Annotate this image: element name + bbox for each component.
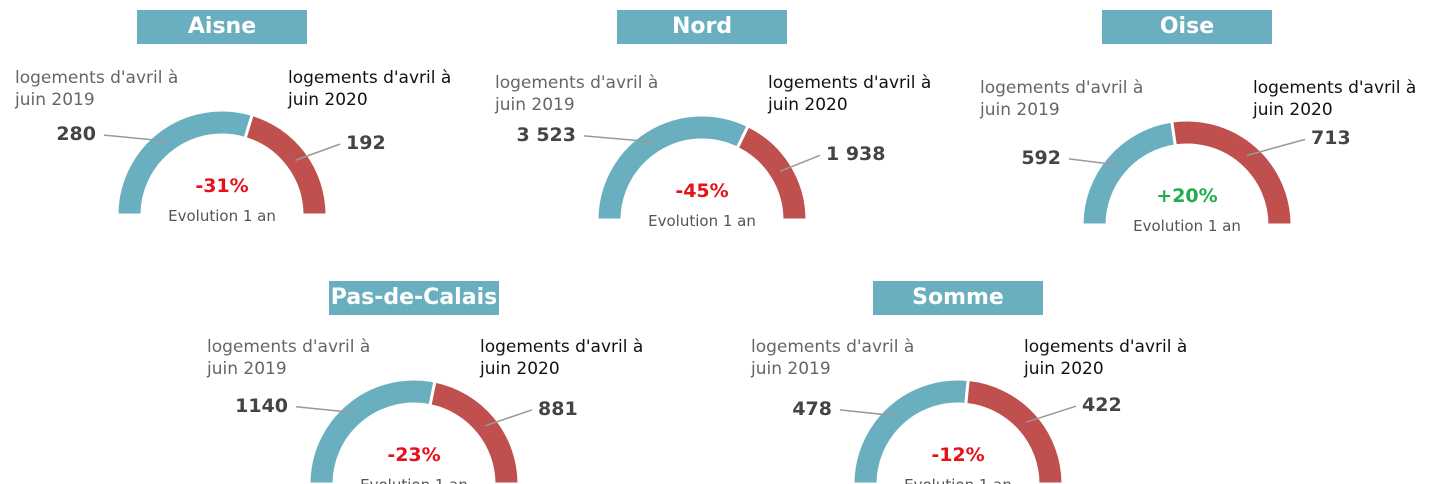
arc-segment xyxy=(851,377,970,484)
arc-segment xyxy=(243,112,329,217)
chart-title: Oise xyxy=(1102,10,1272,44)
legend-label: logements d'avril à juin 2019 xyxy=(980,78,1144,120)
value-label: 1140 xyxy=(235,394,288,417)
value-label: 592 xyxy=(1021,146,1061,169)
value-label: 881 xyxy=(538,397,578,420)
arc-segment xyxy=(735,123,809,222)
value-label: 713 xyxy=(1311,127,1351,150)
evolution-caption: Evolution 1 an xyxy=(648,212,756,230)
legend-label: logements d'avril à juin 2019 xyxy=(15,68,179,110)
leader-line xyxy=(839,409,897,417)
leader-line xyxy=(295,143,341,161)
leader-line xyxy=(779,154,821,173)
leader-line xyxy=(1246,138,1306,157)
legend-label: logements d'avril à juin 2019 xyxy=(751,337,915,379)
legend-label: logements d'avril à juin 2020 xyxy=(1024,337,1188,379)
evolution-caption: Evolution 1 an xyxy=(878,476,1038,484)
value-label: 422 xyxy=(1082,394,1122,417)
evolution-caption: Evolution 1 an xyxy=(168,207,276,225)
chart-title: Pas-de-Calais xyxy=(329,281,499,315)
leader-line xyxy=(295,405,356,414)
chart-title: Nord xyxy=(617,10,787,44)
evolution-value: -12% xyxy=(931,444,985,466)
evolution-value: -31% xyxy=(195,175,249,197)
arc-segment xyxy=(964,377,1065,484)
arc-segment xyxy=(595,113,751,222)
value-label: 192 xyxy=(346,132,386,155)
value-label: 1 938 xyxy=(826,143,886,166)
leader-line xyxy=(583,135,654,143)
legend-label: logements d'avril à juin 2020 xyxy=(768,73,932,115)
evolution-value: +20% xyxy=(1156,185,1218,207)
legend-label: logements d'avril à juin 2020 xyxy=(480,337,644,379)
evolution-value: -45% xyxy=(675,180,729,202)
leader-line xyxy=(485,409,533,427)
legend-label: logements d'avril à juin 2020 xyxy=(288,68,452,110)
value-label: 280 xyxy=(56,123,96,146)
evolution-caption: Evolution 1 an xyxy=(334,476,494,484)
arc-segment xyxy=(428,379,521,484)
evolution-caption: Evolution 1 an xyxy=(1133,217,1241,235)
value-label: 3 523 xyxy=(516,123,577,146)
arc-segment xyxy=(1170,118,1294,227)
legend-label: logements d'avril à juin 2019 xyxy=(495,73,659,115)
leader-line xyxy=(1025,405,1077,423)
arc-segment xyxy=(115,108,255,217)
chart-title: Somme xyxy=(873,281,1043,315)
legend-label: logements d'avril à juin 2020 xyxy=(1253,78,1417,120)
arc-segment xyxy=(307,377,437,484)
chart-title: Aisne xyxy=(137,10,307,44)
value-label: 478 xyxy=(792,397,832,420)
arc-segment xyxy=(1080,119,1178,227)
evolution-value: -23% xyxy=(387,444,441,466)
legend-label: logements d'avril à juin 2019 xyxy=(207,337,371,379)
leader-line xyxy=(103,134,168,142)
leader-line xyxy=(1068,158,1118,166)
